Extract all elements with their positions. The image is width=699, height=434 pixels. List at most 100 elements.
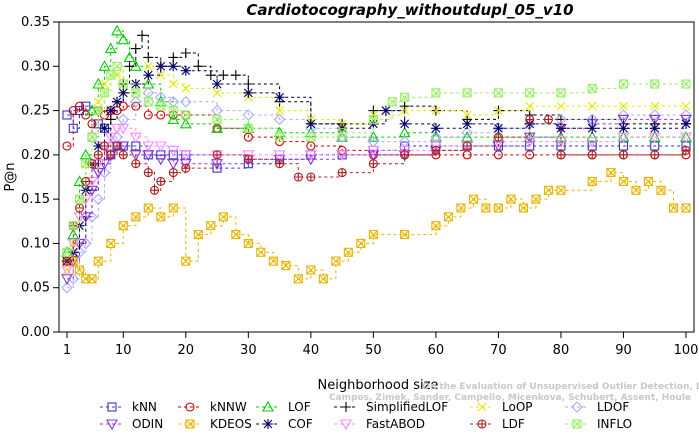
data-point [681,79,691,89]
data-point [256,247,266,257]
legend-label: ODIN [132,417,163,431]
data-point [304,150,317,161]
data-point [179,150,192,161]
data-point [493,123,504,134]
x-axis: 1 10 20 30 40 50 60 70 80 90 100 [63,332,699,358]
legend-item-lof: LOF [256,400,311,414]
data-point [368,230,378,240]
data-point [75,194,84,204]
data-point [117,123,130,135]
data-point [181,84,191,93]
data-point [62,141,72,151]
data-point [129,150,142,161]
data-point [180,65,191,76]
x-tick-label: 80 [553,343,570,358]
data-point [556,150,565,159]
data-point [87,274,97,284]
data-point [168,203,178,213]
series-line [67,105,686,156]
data-point [74,101,85,111]
data-point [143,61,153,71]
data-point [531,194,541,204]
data-point [156,177,165,186]
legend-item-inflo: INFLO [565,417,632,431]
data-point [181,110,191,120]
data-point [181,110,191,120]
data-point [275,132,284,142]
data-point [92,77,105,89]
data-point [587,83,597,93]
data-point [341,402,351,412]
data-point [525,150,535,160]
data-point [106,70,116,80]
data-point [118,79,128,89]
data-point [618,79,629,89]
series-inflo [62,61,691,257]
data-point [218,212,228,222]
data-point [306,141,316,151]
data-point [243,239,253,248]
data-point [93,141,104,151]
data-point [62,247,72,257]
x-tick-label: 10 [115,343,132,358]
data-point [306,265,316,275]
data-point [118,221,128,231]
data-point [168,106,178,116]
data-point [168,61,179,72]
plot-area [61,24,692,294]
plot-frame [58,21,695,333]
data-point [481,203,491,213]
data-point [87,132,97,142]
data-point [506,194,516,204]
data-point [644,177,653,186]
data-point [275,132,285,142]
data-point [367,150,380,161]
legend-item-ldof: LDOF [565,400,629,414]
data-point [618,123,629,134]
data-point [169,168,178,177]
data-point [586,119,599,130]
legend-label: COF [288,417,313,431]
series-line [67,92,686,289]
data-point [494,133,503,142]
data-point [648,132,661,144]
y-tick-label: 0.05 [21,281,50,296]
data-point [93,97,103,107]
data-point [273,113,286,126]
data-point [572,419,582,429]
data-point [336,150,349,161]
data-point [556,88,566,98]
data-point [431,106,441,115]
x-tick-label: 100 [674,343,699,358]
legend-label: kNN [132,400,157,414]
data-point [431,88,441,98]
legend-item-loop: LoOP [470,400,533,414]
data-point [211,122,223,133]
data-point [525,88,535,98]
data-point [682,146,690,155]
data-point [61,265,73,277]
data-point [112,96,123,107]
data-point [167,159,180,170]
data-point [68,106,78,116]
data-point [617,114,630,126]
series-ldf [62,114,691,266]
data-point [218,70,229,81]
data-point [519,203,528,213]
data-point [306,173,315,181]
data-point [93,106,103,116]
data-point [143,110,153,120]
data-point [556,185,566,195]
data-point [167,113,180,124]
data-point [185,419,195,429]
data-point [274,92,285,103]
data-point [619,177,628,186]
data-point [648,114,661,126]
data-point [400,230,410,239]
data-point [461,131,474,142]
legend-item-kdeos: KDEOS [178,417,252,431]
legend-item-cof: COF [256,417,313,431]
y-axis-label: P@n [3,162,18,191]
data-point [338,168,347,177]
data-point [494,106,503,115]
